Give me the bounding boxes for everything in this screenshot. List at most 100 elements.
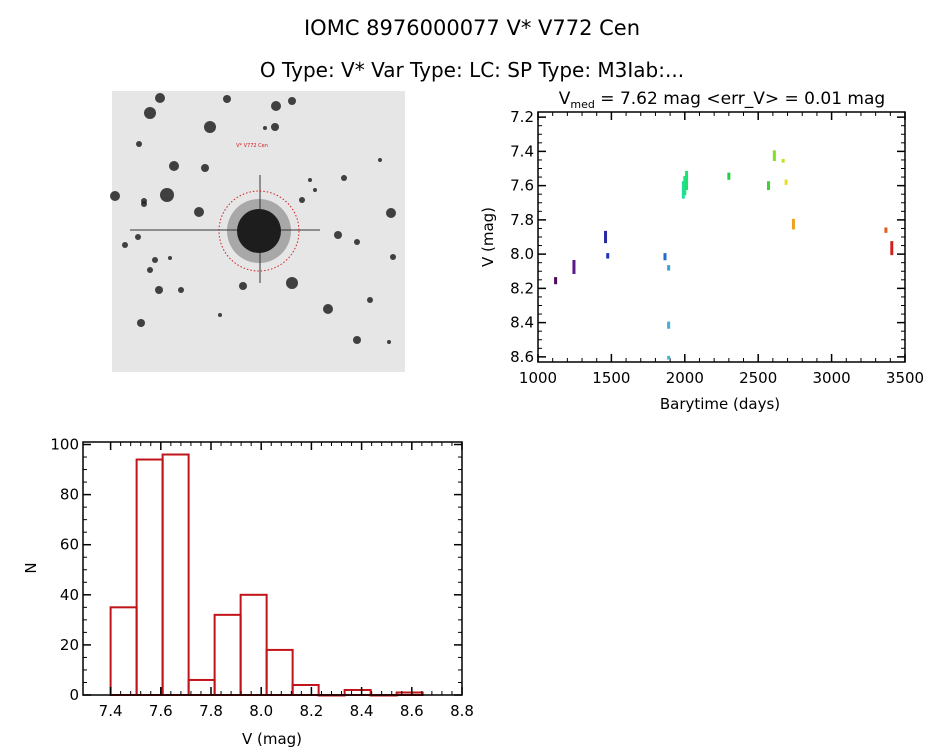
star	[169, 161, 179, 171]
star	[263, 126, 267, 130]
data-point	[784, 179, 788, 185]
histogram-ytick-label: 100	[50, 436, 79, 454]
data-point	[683, 176, 687, 196]
light-curve-ytick-label: 8.4	[510, 314, 534, 332]
histogram-ytick-label: 60	[60, 536, 79, 554]
star	[204, 121, 216, 133]
histogram-xtick-label: 7.4	[99, 702, 123, 720]
histogram-xtick-label: 8.4	[350, 702, 374, 720]
data-point	[781, 158, 785, 163]
data-point	[884, 227, 888, 233]
data-point	[727, 172, 731, 180]
light-curve-xtick-label: 3000	[813, 369, 851, 387]
star	[137, 319, 145, 327]
histogram-ytick-label: 80	[60, 486, 79, 504]
light-curve-xtick-label: 2000	[666, 369, 704, 387]
star	[390, 254, 396, 260]
star	[386, 208, 396, 218]
light-curve-xtick-label: 2500	[739, 369, 777, 387]
star	[353, 336, 361, 344]
histogram-ytick-label: 40	[60, 586, 79, 604]
star	[144, 107, 156, 119]
star	[141, 198, 147, 204]
light-curve-ytick-label: 7.2	[510, 108, 534, 126]
histogram-ylabel: N	[22, 562, 40, 573]
figure-subtitle: O Type: V* Var Type: LC: SP Type: M3Iab:…	[259, 58, 685, 82]
histogram-xtick-label: 8.2	[299, 702, 323, 720]
histogram-bar	[239, 593, 268, 697]
data-point	[772, 150, 776, 161]
histogram-ytick-label: 20	[60, 636, 79, 654]
star	[367, 297, 373, 303]
light-curve-ytick-label: 8.0	[510, 245, 534, 263]
figure-title: IOMC 8976000077 V* V772 Cen	[303, 16, 641, 40]
star	[218, 313, 222, 317]
star	[308, 178, 312, 182]
star	[201, 164, 209, 172]
histogram-bar	[265, 648, 294, 696]
star	[160, 188, 174, 202]
light-curve-ytick-label: 7.6	[510, 177, 534, 195]
star	[147, 267, 153, 273]
light-curve-xlabel: Barytime (days)	[660, 395, 780, 413]
star	[288, 97, 296, 105]
star	[122, 242, 128, 248]
histogram-bar	[213, 613, 242, 697]
star	[136, 141, 142, 147]
star	[354, 239, 360, 245]
data-point	[663, 253, 667, 261]
histogram-xtick-label: 7.6	[149, 702, 173, 720]
aperture-circle	[218, 190, 300, 272]
star	[378, 158, 382, 162]
histogram-ytick-label: 0	[69, 686, 79, 704]
data-point	[667, 265, 671, 271]
star	[387, 340, 391, 344]
light-curve-ylabel: V (mag)	[479, 207, 497, 267]
star	[155, 286, 163, 294]
data-point	[766, 181, 770, 191]
light-curve-xtick-label: 1000	[519, 369, 557, 387]
histogram-plot-frame	[82, 441, 463, 696]
data-point	[667, 321, 671, 329]
star	[178, 287, 184, 293]
star	[168, 256, 172, 260]
data-point	[606, 253, 610, 259]
star	[299, 197, 305, 203]
target-label: V* V772 Cen	[236, 143, 268, 149]
star	[323, 304, 333, 314]
histogram-bar	[161, 453, 190, 696]
histogram-bar	[109, 606, 138, 696]
star	[194, 207, 204, 217]
light-curve-ytick-label: 8.2	[510, 279, 534, 297]
light-curve-title: Vmed = 7.62 mag <err_V> = 0.01 mag	[559, 89, 885, 111]
light-curve-ytick-label: 7.8	[510, 211, 534, 229]
histogram-xtick-label: 8.6	[400, 702, 424, 720]
star	[110, 191, 120, 201]
star	[334, 231, 342, 239]
histogram-bar	[135, 458, 164, 697]
target-star-halo	[227, 199, 291, 263]
light-curve-xtick-label: 1500	[592, 369, 630, 387]
histogram-xtick-label: 7.8	[199, 702, 223, 720]
star	[223, 95, 231, 103]
data-point	[604, 230, 608, 244]
histogram-bar	[291, 683, 320, 697]
star	[286, 277, 298, 289]
histogram-xtick-label: 8.0	[249, 702, 273, 720]
data-point	[554, 277, 558, 285]
histogram-xlabel: V (mag)	[242, 730, 302, 747]
target-star	[237, 209, 281, 253]
star	[271, 101, 281, 111]
histogram-xtick-label: 8.8	[450, 702, 474, 720]
data-point	[890, 241, 894, 256]
histogram-bar	[343, 688, 372, 697]
star-field	[110, 93, 396, 344]
data-point	[685, 170, 689, 191]
light-curve-xtick-label: 3500	[886, 369, 924, 387]
star	[271, 123, 279, 131]
star	[313, 188, 317, 192]
